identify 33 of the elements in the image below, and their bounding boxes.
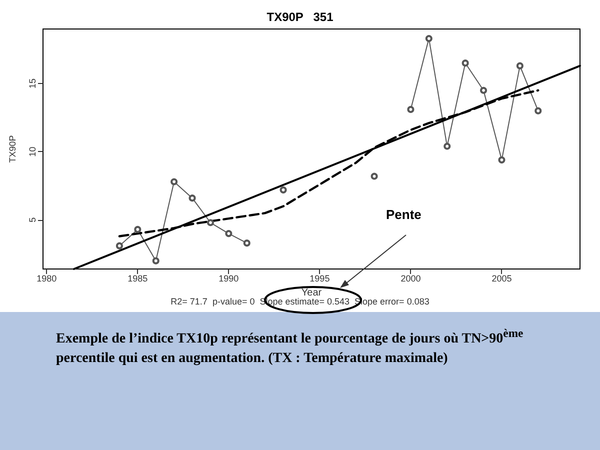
point (152, 257, 160, 264)
point (444, 142, 451, 150)
text: Exemple de l’indice TX10p représentant le pourcentage de jours où TN>90$^{ème}$ percentile qui est en augmentation. (TX : Température maximale) (56, 327, 524, 366)
x-tick-label: 1980 (36, 274, 57, 284)
x-tick-label: 2000 (400, 274, 421, 284)
point (534, 107, 542, 114)
y-tick-label: 15 (28, 78, 38, 89)
point (370, 172, 378, 180)
y-tick-label: 10 (28, 146, 38, 157)
line-series (118, 89, 540, 238)
x-tick-label: 1995 (310, 274, 330, 284)
x-tick-label: 1985 (128, 274, 148, 284)
point (206, 219, 214, 226)
point (188, 194, 196, 202)
point (498, 156, 506, 164)
point (425, 35, 432, 42)
annotation: Pente (386, 207, 422, 222)
y-tick-label: 5 (28, 217, 38, 222)
point (407, 106, 414, 113)
y-axis-title: TX90P (8, 135, 18, 163)
x-axis-title: Year (301, 287, 322, 298)
point (170, 178, 178, 186)
point (243, 240, 250, 247)
point (516, 62, 524, 70)
point (116, 242, 123, 250)
x-tick-label: 2005 (492, 274, 512, 284)
point (480, 86, 488, 94)
x-tick-label: 1990 (218, 274, 239, 284)
chart-title: TX90P 351 (266, 10, 334, 24)
point (134, 226, 142, 233)
point (280, 186, 287, 194)
point (462, 60, 469, 67)
point (225, 230, 232, 238)
